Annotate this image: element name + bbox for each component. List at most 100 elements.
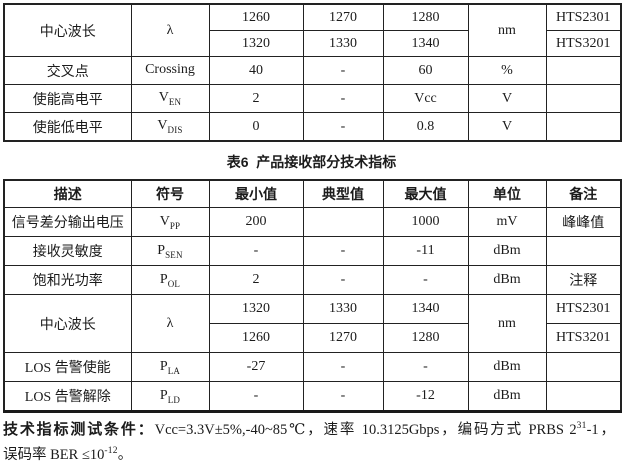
cell-min: - [208,381,304,412]
cell-note [545,84,622,113]
cell-min: 200 [208,207,304,237]
symbol-base: P [159,387,168,403]
cell-symbol: PLD [130,381,210,412]
col-header-max: 最大值 [382,179,469,208]
test-conditions-label: 技术指标测试条件： [3,420,155,438]
cell-min: 2 [208,84,304,113]
cell-symbol: λ [130,3,210,57]
row-saturation-power: 饱和光功率 POL 2 - - dBm 注释 [3,265,622,295]
cell-note: 注释 [545,265,622,295]
cell-note: HTS2301 [545,294,622,324]
symbol-subscript: OL [167,278,181,289]
cell-max: - [382,352,469,382]
cell-unit: mV [467,207,547,237]
row-center-wavelength-a: 中心波长 λ 1320 1330 1340 nm HTS2301 [3,294,622,353]
col-header-typ: 典型值 [302,179,384,208]
cell-max: -11 [382,236,469,266]
cell-min: 0 [208,112,304,142]
cell-symbol: VEN [130,84,210,113]
cell-min: 1320 [208,294,304,324]
cell-typ: - [302,381,384,412]
cell-typ: - [302,112,384,142]
cell-max: 1280 [382,323,469,353]
cell-note: HTS3201 [545,323,622,353]
cell-typ: - [302,84,384,113]
cell-symbol: λ [130,294,210,353]
cell-max: 60 [382,56,469,85]
cell-min: 40 [208,56,304,85]
cell-typ: - [302,265,384,295]
test-conditions-tail2: 。 [117,446,133,463]
cell-symbol: VPP [130,207,210,237]
cell-note [545,352,622,382]
cell-max: 0.8 [382,112,469,142]
cell-note [545,381,622,412]
row-los-deassert: LOS 告警解除 PLD - - -12 dBm [3,381,622,412]
cell-note: 峰峰值 [545,207,622,237]
cell-min: - [208,236,304,266]
cell-unit: dBm [467,352,547,382]
header-row: 描述 符号 最小值 典型值 最大值 单位 备注 [3,179,622,208]
symbol-base: Crossing [145,62,195,78]
cell-max: -12 [382,381,469,412]
symbol-base: P [159,358,168,374]
cell-max: - [382,265,469,295]
symbol-base: P [157,242,166,258]
col-header-unit: 单位 [467,179,547,208]
test-conditions-line2: 误码率 BER ≤10-12。 [3,441,615,466]
row-los-assert: LOS 告警使能 PLA -27 - - dBm [3,352,622,382]
cell-min: 1320 [208,30,304,57]
col-header-symbol: 符号 [130,179,210,208]
symbol-base: V [159,213,170,229]
cell-min: 1260 [208,323,304,353]
test-conditions: 技术指标测试条件：Vcc=3.3V±5%,-40~85℃，速率 10.3125G… [3,416,615,466]
row-center-wavelength-b: 1320 1330 1340 HTS3201 [4,30,622,57]
spec-table-transmit: 中心波长 λ 1260 1270 1280 nm HTS2301 1320 13… [3,3,622,142]
cell-unit: nm [467,294,547,353]
cell-typ: - [302,56,384,85]
symbol-base: V [158,90,169,106]
cell-min: 1260 [208,3,304,31]
cell-unit: V [467,84,547,113]
row-crossing: 交叉点 Crossing 40 - 60 % [3,56,622,85]
symbol-subscript: PP [169,220,181,231]
cell-symbol: PSEN [130,236,210,266]
test-conditions-line1: 技术指标测试条件：Vcc=3.3V±5%,-40~85℃，速率 10.3125G… [3,416,615,441]
cell-note: HTS3201 [545,30,622,57]
cell-unit: nm [467,3,547,57]
row-rx-sensitivity: 接收灵敏度 PSEN - - -11 dBm [3,236,622,266]
symbol-subscript: SEN [165,249,183,260]
cell-max: 1280 [382,3,469,31]
cell-typ [302,207,384,237]
cell-desc: 饱和光功率 [3,265,132,295]
cell-desc: LOS 告警使能 [3,352,132,382]
row-center-wavelength-b: 1260 1270 1280 HTS3201 [4,323,622,353]
cell-note [545,236,622,266]
cell-typ: 1330 [302,294,384,324]
cell-unit: % [467,56,547,85]
test-conditions-tail1: -1， [586,421,615,438]
cell-desc: 使能低电平 [3,112,132,142]
test-conditions-text1: Vcc=3.3V±5%,-40~85℃，速率 10.3125Gbps，编码方式 … [154,421,577,438]
cell-note [545,112,622,142]
cell-max: 1000 [382,207,469,237]
row-enable-high: 使能高电平 VEN 2 - Vcc V [3,84,622,113]
cell-max: 1340 [382,294,469,324]
symbol-subscript: DIS [167,124,183,135]
row-enable-low: 使能低电平 VDIS 0 - 0.8 V [3,112,622,142]
cell-desc: 接收灵敏度 [3,236,132,266]
cell-desc: 中心波长 [3,294,132,353]
symbol-subscript: LD [167,394,181,405]
cell-symbol: Crossing [130,56,210,85]
cell-min: -27 [208,352,304,382]
col-header-note: 备注 [545,179,622,208]
cell-typ: - [302,236,384,266]
cell-note [545,56,622,85]
row-diff-output-voltage: 信号差分输出电压 VPP 200 1000 mV 峰峰值 [3,207,622,237]
symbol-base: V [157,118,168,134]
col-header-min: 最小值 [208,179,304,208]
table-caption: 表6 产品接收部分技术指标 [226,154,397,170]
col-header-desc: 描述 [3,179,132,208]
exponent: 31 [576,421,587,431]
